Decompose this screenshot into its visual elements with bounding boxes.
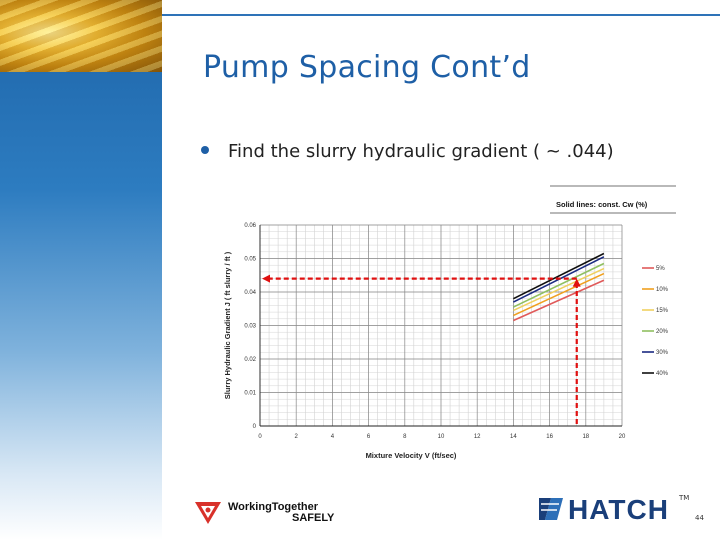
bullet-text: Find the slurry hydraulic gradient ( ~ .… xyxy=(228,141,614,162)
series-line xyxy=(513,262,605,308)
x-tick-label: 4 xyxy=(331,434,335,440)
legend-label: 10% xyxy=(656,287,669,293)
trademark: TM xyxy=(679,494,690,502)
y-tick-label: 0.03 xyxy=(244,324,256,330)
legend-label: 15% xyxy=(656,308,669,314)
legend-label: 30% xyxy=(656,350,669,356)
slide-title: Pump Spacing Cont’d xyxy=(203,50,531,85)
safety-logo-icon xyxy=(195,502,221,524)
bullet-dot xyxy=(201,146,209,154)
legend-label: 20% xyxy=(656,329,669,335)
x-tick-label: 14 xyxy=(510,434,517,440)
chart: Solid lines: const. Cw (%) 0 2 4 6 8 10 12 14 16… xyxy=(223,185,676,460)
flame-image xyxy=(0,0,162,72)
series-line xyxy=(513,272,605,317)
y-tick-label: 0.05 xyxy=(244,257,256,263)
series-line xyxy=(513,252,605,300)
plot-area: 0 2 4 6 8 10 12 14 16 18 20 0 0.01 0.02 0.03 0.04 0.05 0.… xyxy=(244,223,668,440)
legend-label: 40% xyxy=(656,371,669,377)
series-line xyxy=(513,267,605,312)
footer-slogan-line2: SAFELY xyxy=(292,512,335,524)
flame-texture xyxy=(0,0,162,72)
x-tick-label: 16 xyxy=(546,434,553,440)
x-axis-label: Mixture Velocity V (ft/sec) xyxy=(366,451,457,460)
y-tick-label: 0.01 xyxy=(244,391,256,397)
top-rule xyxy=(162,14,720,16)
x-tick-label: 10 xyxy=(438,434,445,440)
y-tick-label: 0.06 xyxy=(244,223,256,229)
hatch-wordmark: HATCH xyxy=(568,494,669,525)
annotation-arrowhead-up xyxy=(572,278,581,287)
x-tick-label: 2 xyxy=(295,434,299,440)
legend-label: 5% xyxy=(656,266,665,272)
x-tick-label: 8 xyxy=(403,434,407,440)
x-tick-label: 12 xyxy=(474,434,481,440)
page-number: 44 xyxy=(695,514,704,522)
footer-slogan: WorkingTogether SAFELY xyxy=(228,502,334,524)
x-tick-label: 20 xyxy=(619,434,626,440)
y-tick-label: 0 xyxy=(253,424,257,430)
x-tick-label: 6 xyxy=(367,434,371,440)
y-tick-label: 0.02 xyxy=(244,357,256,363)
annotation-arrowhead xyxy=(262,274,270,283)
y-tick-label: 0.04 xyxy=(244,290,256,296)
footer-slogan-line1: WorkingTogether xyxy=(228,501,319,513)
series-line xyxy=(513,279,605,322)
y-axis-label: Slurry Hydraulic Gradient J ( ft slurry … xyxy=(223,251,232,399)
legend-title: Solid lines: const. Cw (%) xyxy=(556,200,648,209)
x-tick-label: 0 xyxy=(258,434,262,440)
hatch-logo-icon xyxy=(539,498,563,520)
x-tick-label: 18 xyxy=(582,434,589,440)
sidebar-gradient xyxy=(0,0,162,540)
